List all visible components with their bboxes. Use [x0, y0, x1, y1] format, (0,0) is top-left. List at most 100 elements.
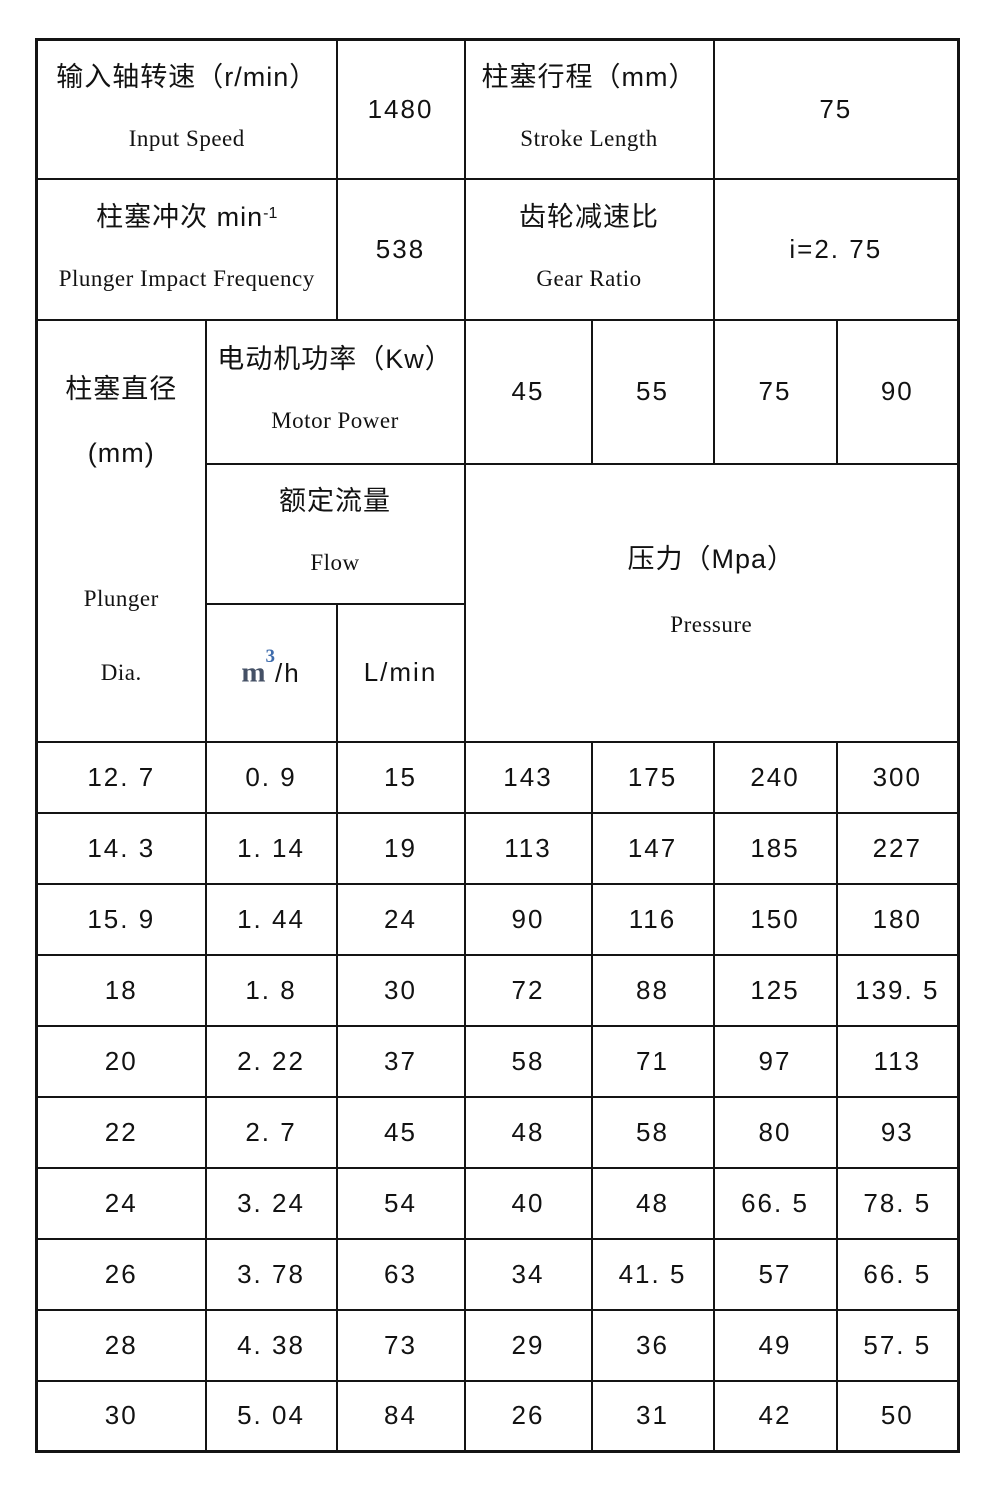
motor-power-value-75: 75 [712, 318, 838, 465]
cell-plunger-dia: 30 [35, 1379, 207, 1453]
cell-flow-lmin: 15 [335, 740, 466, 814]
gear-ratio-value: i=2. 75 [712, 177, 960, 321]
cell-pressure-90kw: 50 [835, 1379, 960, 1453]
cell-pressure-55kw: 71 [590, 1024, 715, 1098]
cell-pressure-75kw: 66. 5 [712, 1166, 838, 1240]
cell-plunger-dia: 28 [35, 1308, 207, 1382]
table-row: 28 4. 38 73 29 36 49 57. 5 [35, 1308, 960, 1382]
cell-pressure-45kw: 113 [463, 811, 593, 885]
cell-flow-lmin: 19 [335, 811, 466, 885]
cell-pressure-45kw: 48 [463, 1095, 593, 1169]
header-row-3: 柱塞直径 (mm) Plunger Dia. 电动机功率（Kw） Motor P… [35, 318, 960, 743]
table-row: 20 2. 22 37 58 71 97 113 [35, 1024, 960, 1098]
cell-pressure-55kw: 88 [590, 953, 715, 1027]
pressure-label-zh: 压力（Mpa） [627, 544, 796, 574]
cell-pressure-55kw: 48 [590, 1166, 715, 1240]
cell-pressure-75kw: 240 [712, 740, 838, 814]
impact-frequency-value: 538 [335, 177, 466, 321]
cell-plunger-dia: 22 [35, 1095, 207, 1169]
pressure-label-en: Pressure [670, 612, 753, 637]
input-speed-label-zh: 输入轴转速（r/min） [56, 61, 318, 92]
cell-plunger-dia: 14. 3 [35, 811, 207, 885]
plunger-dia-label-en2: Dia. [100, 659, 142, 685]
cell-flow-m3h: 3. 78 [204, 1237, 338, 1311]
table-row: 18 1. 8 30 72 88 125 139. 5 [35, 953, 960, 1027]
table-row: 15. 9 1. 44 24 90 116 150 180 [35, 882, 960, 956]
cell-flow-m3h: 1. 8 [204, 953, 338, 1027]
flow-label-zh: 额定流量 [279, 486, 391, 516]
cell-pressure-90kw: 57. 5 [835, 1308, 960, 1382]
motor-power-header: 电动机功率（Kw） Motor Power [204, 318, 466, 465]
cell-pressure-45kw: 72 [463, 953, 593, 1027]
cell-pressure-90kw: 66. 5 [835, 1237, 960, 1311]
table-row: 14. 3 1. 14 19 113 147 185 227 [35, 811, 960, 885]
cell-pressure-75kw: 80 [712, 1095, 838, 1169]
m3-symbol: m3 [241, 646, 275, 689]
cell-flow-m3h: 4. 38 [204, 1308, 338, 1382]
cell-pressure-55kw: 31 [590, 1379, 715, 1453]
cell-plunger-dia: 20 [35, 1024, 207, 1098]
cell-pressure-55kw: 175 [590, 740, 715, 814]
motor-power-value-45: 45 [463, 318, 593, 465]
cell-pressure-90kw: 227 [835, 811, 960, 885]
cell-flow-lmin: 54 [335, 1166, 466, 1240]
plunger-dia-label-en1: Plunger [83, 585, 159, 611]
cell-flow-lmin: 84 [335, 1379, 466, 1453]
input-speed-value: 1480 [335, 38, 466, 180]
cell-pressure-75kw: 150 [712, 882, 838, 956]
stroke-length-label-en: Stroke Length [520, 125, 658, 151]
cell-flow-m3h: 2. 7 [204, 1095, 338, 1169]
plunger-dia-label-zh: 柱塞直径 [65, 373, 178, 404]
pressure-header: 压力（Mpa） Pressure [463, 462, 960, 743]
header-row-5: m3/h L/min [37, 602, 959, 743]
table-row: 12. 7 0. 9 15 143 175 240 300 [35, 740, 960, 814]
impact-frequency-label-zh: 柱塞冲次 min-1 [96, 201, 278, 232]
header-row-4: 额定流量 Flow 压力（Mpa） Pressure [37, 462, 960, 743]
cell-pressure-90kw: 139. 5 [835, 953, 960, 1027]
cell-pressure-90kw: 78. 5 [835, 1166, 960, 1240]
cell-plunger-dia: 24 [35, 1166, 207, 1240]
cell-pressure-55kw: 147 [590, 811, 715, 885]
cell-plunger-dia: 26 [35, 1237, 207, 1311]
cell-flow-lmin: 24 [335, 882, 466, 956]
cell-flow-m3h: 3. 24 [204, 1166, 338, 1240]
cell-pressure-90kw: 300 [835, 740, 960, 814]
impact-frequency-header: 柱塞冲次 min-1 Plunger Impact Frequency [35, 177, 338, 321]
cell-pressure-45kw: 26 [463, 1379, 593, 1453]
header-row-2: 柱塞冲次 min-1 Plunger Impact Frequency 538 … [35, 177, 960, 321]
cell-pressure-75kw: 49 [712, 1308, 838, 1382]
cell-flow-lmin: 30 [335, 953, 466, 1027]
cell-flow-lmin: 45 [335, 1095, 466, 1169]
cell-pressure-75kw: 57 [712, 1237, 838, 1311]
cell-pressure-90kw: 93 [835, 1095, 960, 1169]
flow-header: 额定流量 Flow [204, 462, 466, 605]
table-row: 24 3. 24 54 40 48 66. 5 78. 5 [35, 1166, 960, 1240]
impact-frequency-label-en: Plunger Impact Frequency [58, 265, 315, 291]
gear-ratio-header: 齿轮减速比 Gear Ratio [463, 177, 715, 321]
cell-flow-m3h: 5. 04 [204, 1379, 338, 1453]
cell-pressure-75kw: 42 [712, 1379, 838, 1453]
table-row: 22 2. 7 45 48 58 80 93 [35, 1095, 960, 1169]
flow-label-en: Flow [310, 550, 360, 575]
cell-pressure-55kw: 41. 5 [590, 1237, 715, 1311]
cell-plunger-dia: 15. 9 [35, 882, 207, 956]
gear-ratio-label-en: Gear Ratio [536, 265, 642, 291]
motor-power-value-90: 90 [835, 318, 960, 465]
cell-pressure-90kw: 180 [835, 882, 960, 956]
cell-flow-lmin: 63 [335, 1237, 466, 1311]
cell-plunger-dia: 18 [35, 953, 207, 1027]
plunger-dia-header: 柱塞直径 (mm) Plunger Dia. [35, 318, 207, 743]
header-row-1: 输入轴转速（r/min） Input Speed 1480 柱塞行程（mm） S… [35, 38, 960, 180]
cell-pressure-75kw: 185 [712, 811, 838, 885]
motor-power-label-zh: 电动机功率（Kw） [217, 344, 453, 374]
cell-flow-lmin: 73 [335, 1308, 466, 1382]
cell-pressure-45kw: 29 [463, 1308, 593, 1382]
cell-pressure-55kw: 116 [590, 882, 715, 956]
motor-power-label-en: Motor Power [271, 408, 399, 433]
cell-flow-m3h: 0. 9 [204, 740, 338, 814]
cell-pressure-45kw: 90 [463, 882, 593, 956]
cell-flow-lmin: 37 [335, 1024, 466, 1098]
cell-pressure-55kw: 36 [590, 1308, 715, 1382]
cell-plunger-dia: 12. 7 [35, 740, 207, 814]
